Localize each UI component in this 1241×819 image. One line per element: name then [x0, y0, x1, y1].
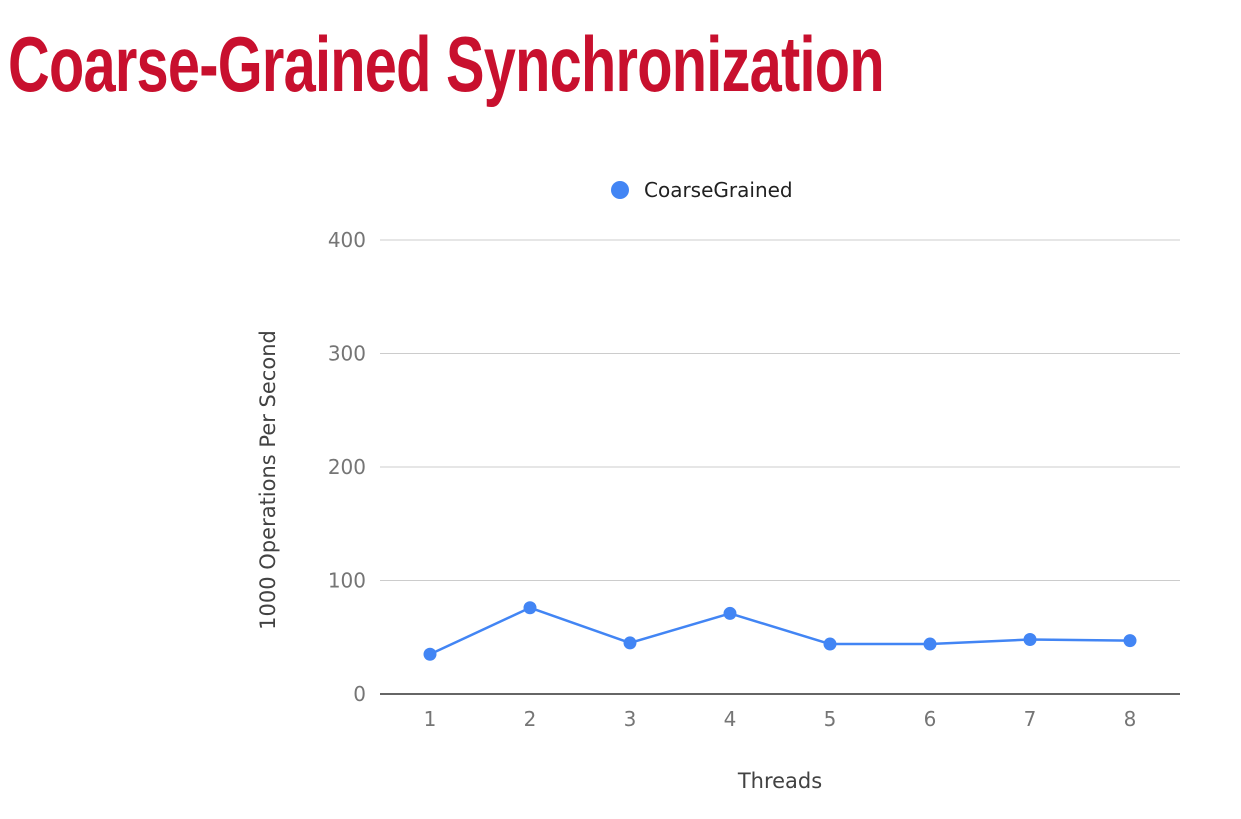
x-axis-title: Threads — [737, 769, 822, 793]
y-axis-title: 1000 Operations Per Second — [256, 330, 280, 630]
slide-title: Coarse-Grained Synchronization — [8, 20, 885, 108]
data-point — [1023, 633, 1037, 647]
y-tick-label: 100 — [328, 569, 366, 593]
chart-legend: CoarseGrained — [611, 178, 793, 202]
y-tick-label: 0 — [353, 682, 366, 706]
y-tick-label: 400 — [328, 228, 366, 252]
x-tick-label: 2 — [524, 707, 537, 731]
data-point — [523, 601, 537, 615]
x-tick-label: 5 — [824, 707, 837, 731]
x-tick-label: 1 — [424, 707, 437, 731]
y-tick-label: 200 — [328, 455, 366, 479]
y-tick-label: 300 — [328, 342, 366, 366]
x-tick-label: 7 — [1024, 707, 1037, 731]
y-axis-tick-labels: 0 100 200 300 400 — [328, 228, 366, 706]
legend-label-coarsegrained: CoarseGrained — [644, 178, 793, 202]
x-tick-label: 4 — [724, 707, 737, 731]
data-point — [723, 606, 737, 620]
gridlines — [380, 239, 1180, 581]
data-point — [823, 637, 837, 651]
data-point — [623, 636, 637, 650]
data-point — [423, 647, 437, 661]
series-coarsegrained — [423, 601, 1137, 661]
x-tick-label: 3 — [624, 707, 637, 731]
data-point — [1123, 634, 1137, 648]
x-axis-tick-labels: 1 2 3 4 5 6 7 8 — [424, 707, 1137, 731]
data-point — [923, 637, 937, 651]
x-tick-label: 8 — [1124, 707, 1137, 731]
legend-marker — [611, 181, 629, 199]
series-line — [429, 606, 1131, 656]
x-tick-label: 6 — [924, 707, 937, 731]
